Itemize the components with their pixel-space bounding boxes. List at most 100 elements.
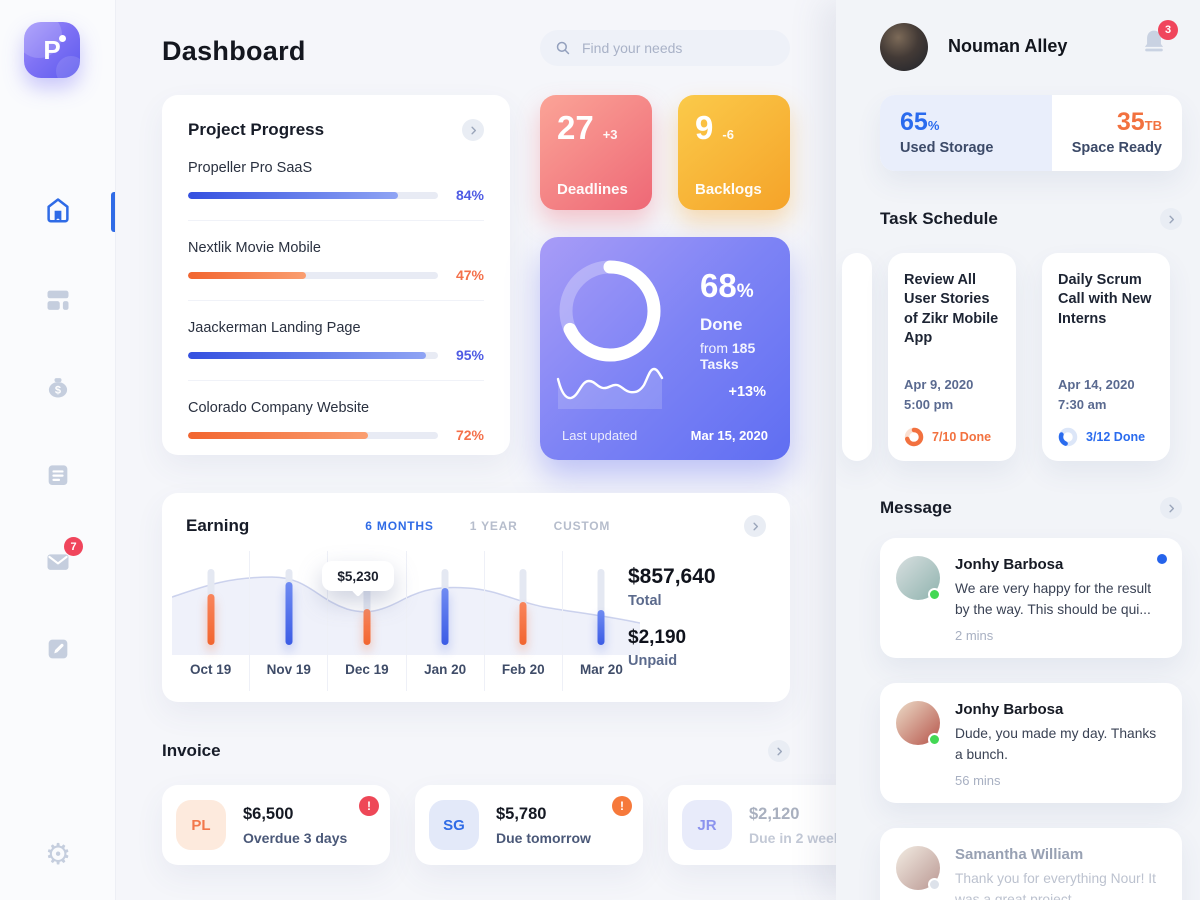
message-sender: Jonhy Barbosa bbox=[955, 556, 1064, 573]
tasks-done-card[interactable]: 68% Done from 185 Tasks +13% Last update… bbox=[540, 237, 790, 460]
sidebar-item-finance[interactable]: $ bbox=[42, 371, 74, 403]
done-sparkline bbox=[556, 367, 664, 409]
chart-column: Oct 19 bbox=[172, 551, 251, 691]
project-progress-card: Project Progress Propeller Pro SaaS 84% … bbox=[162, 95, 510, 455]
due-alert-icon: ! bbox=[612, 796, 632, 816]
invoice-item[interactable]: PL $6,500 Overdue 3 days ! bbox=[162, 785, 390, 865]
earning-more-button[interactable] bbox=[744, 515, 766, 537]
last-updated-date: Mar 15, 2020 bbox=[690, 428, 768, 443]
month-label: Nov 19 bbox=[266, 662, 311, 677]
message-time: 56 mins bbox=[955, 773, 1001, 789]
search-input[interactable] bbox=[582, 40, 762, 56]
message-sender: Samantha William bbox=[955, 846, 1084, 863]
sidebar-item-settings[interactable]: ⚙ bbox=[42, 838, 74, 870]
done-delta: +13% bbox=[728, 384, 767, 400]
message-avatar bbox=[896, 701, 941, 746]
space-ready-block: 35TB Space Ready bbox=[1052, 95, 1182, 171]
task-done-label: 7/10 Done bbox=[932, 430, 992, 444]
tab-custom[interactable]: CUSTOM bbox=[553, 519, 611, 533]
deadlines-card[interactable]: 27 +3 Deadlines bbox=[540, 95, 652, 210]
tab-6-months[interactable]: 6 MONTHS bbox=[365, 519, 434, 533]
search-bar[interactable] bbox=[540, 30, 790, 66]
edit-icon bbox=[48, 639, 68, 659]
month-label: Dec 19 bbox=[345, 662, 389, 677]
message-avatar bbox=[896, 846, 941, 891]
tab-1-year[interactable]: 1 YEAR bbox=[469, 519, 518, 533]
project-progress-more-button[interactable] bbox=[462, 119, 484, 141]
task-schedule-more-button[interactable] bbox=[1160, 208, 1182, 230]
sidebar-item-projects[interactable] bbox=[42, 284, 74, 316]
message-sender: Jonhy Barbosa bbox=[955, 701, 1064, 718]
done-donut-chart bbox=[559, 260, 661, 362]
left-sidebar: P $ 7 bbox=[0, 0, 116, 900]
storage-card: 65% Used Storage 35TB Space Ready bbox=[880, 95, 1182, 171]
invoice-more-button[interactable] bbox=[768, 740, 790, 762]
progress-bar bbox=[188, 431, 438, 439]
invoice-due: Overdue 3 days bbox=[243, 829, 348, 846]
done-from: from 185 Tasks bbox=[700, 340, 756, 372]
earning-unpaid-label: Unpaid bbox=[628, 653, 678, 669]
overdue-alert-icon: ! bbox=[359, 796, 379, 816]
user-name: Nouman Alley bbox=[948, 36, 1068, 56]
message-title: Message bbox=[880, 498, 952, 517]
task-card[interactable]: Review All User Stories of Zikr Mobile A… bbox=[888, 253, 1016, 461]
invoice-item[interactable]: SG $5,780 Due tomorrow ! bbox=[415, 785, 643, 865]
project-name: Colorado Company Website bbox=[188, 400, 370, 416]
invoice-avatar: SG bbox=[429, 800, 479, 850]
notification-badge: 3 bbox=[1158, 20, 1178, 40]
sidebar-item-mail[interactable]: 7 bbox=[42, 537, 83, 578]
invoice-due: Due tomorrow bbox=[496, 829, 591, 846]
message-item[interactable]: Jonhy Barbosa We are very happy for the … bbox=[880, 538, 1182, 658]
used-storage-label: Used Storage bbox=[900, 140, 994, 156]
project-name: Nextlik Movie Mobile bbox=[188, 240, 321, 256]
earning-title: Earning bbox=[186, 516, 250, 535]
invoice-amount: $5,780 bbox=[496, 804, 547, 823]
chart-bar bbox=[519, 569, 527, 645]
message-more-button[interactable] bbox=[1160, 497, 1182, 519]
mail-badge: 7 bbox=[64, 537, 83, 556]
task-card-partial[interactable] bbox=[842, 253, 872, 461]
invoice-item[interactable]: JR $2,120 Due in 2 weeks bbox=[668, 785, 836, 865]
invoice-avatar: JR bbox=[682, 800, 732, 850]
earning-bar-chart: Oct 19 Nov 19 Dec 19 Jan 20 Feb 20 bbox=[172, 551, 640, 691]
main-content: Dashboard Project Progress Propeller Pro… bbox=[116, 0, 836, 900]
deadlines-delta: +3 bbox=[602, 127, 618, 142]
chart-column: Mar 20 bbox=[563, 551, 640, 691]
notifications-button[interactable]: 3 bbox=[1138, 20, 1178, 60]
project-name: Jaackerman Landing Page bbox=[188, 320, 361, 336]
progress-item: Jaackerman Landing Page 95% bbox=[188, 301, 484, 381]
message-item[interactable]: Jonhy Barbosa Dude, you made my day. Tha… bbox=[880, 683, 1182, 803]
used-storage-value: 65% bbox=[900, 108, 940, 136]
task-done-label: 3/12 Done bbox=[1086, 430, 1146, 444]
chart-tooltip: $5,230 bbox=[322, 561, 394, 591]
chart-bar bbox=[597, 569, 605, 645]
task-title: Daily Scrum Call with New Interns bbox=[1058, 272, 1152, 327]
backlogs-card[interactable]: 9 -6 Backlogs bbox=[678, 95, 790, 210]
project-progress-title: Project Progress bbox=[188, 120, 325, 139]
backlogs-label: Backlogs bbox=[695, 181, 762, 198]
sidebar-item-notes[interactable] bbox=[42, 633, 74, 665]
money-bag-icon: $ bbox=[48, 378, 68, 398]
user-avatar[interactable] bbox=[880, 23, 928, 71]
svg-text:$: $ bbox=[55, 385, 61, 397]
invoice-due: Due in 2 weeks bbox=[749, 829, 836, 846]
app-logo[interactable]: P bbox=[24, 22, 80, 78]
sidebar-item-tasks[interactable] bbox=[42, 459, 74, 491]
month-label: Feb 20 bbox=[501, 662, 545, 677]
backlogs-value: 9 bbox=[695, 109, 714, 146]
task-datetime: Apr 9, 2020 5:00 pm bbox=[904, 377, 974, 412]
home-icon bbox=[47, 198, 69, 223]
project-name: Propeller Pro SaaS bbox=[188, 160, 313, 176]
progress-percent: 95% bbox=[455, 347, 484, 363]
unread-indicator-dot bbox=[1157, 554, 1167, 564]
task-card[interactable]: Daily Scrum Call with New Interns Apr 14… bbox=[1042, 253, 1170, 461]
progress-item: Propeller Pro SaaS 84% bbox=[188, 141, 484, 221]
earning-card: Earning 6 MONTHS 1 YEAR CUSTOM Oct 19 bbox=[162, 493, 790, 702]
invoice-title: Invoice bbox=[162, 741, 221, 760]
chart-column: Feb 20 bbox=[485, 551, 563, 691]
list-icon bbox=[48, 465, 68, 486]
sidebar-item-home[interactable] bbox=[42, 194, 74, 226]
earning-total-value: $857,640 bbox=[628, 565, 716, 588]
message-item[interactable]: Samantha William Thank you for everythin… bbox=[880, 828, 1182, 900]
earning-unpaid-value: $2,190 bbox=[628, 627, 687, 648]
